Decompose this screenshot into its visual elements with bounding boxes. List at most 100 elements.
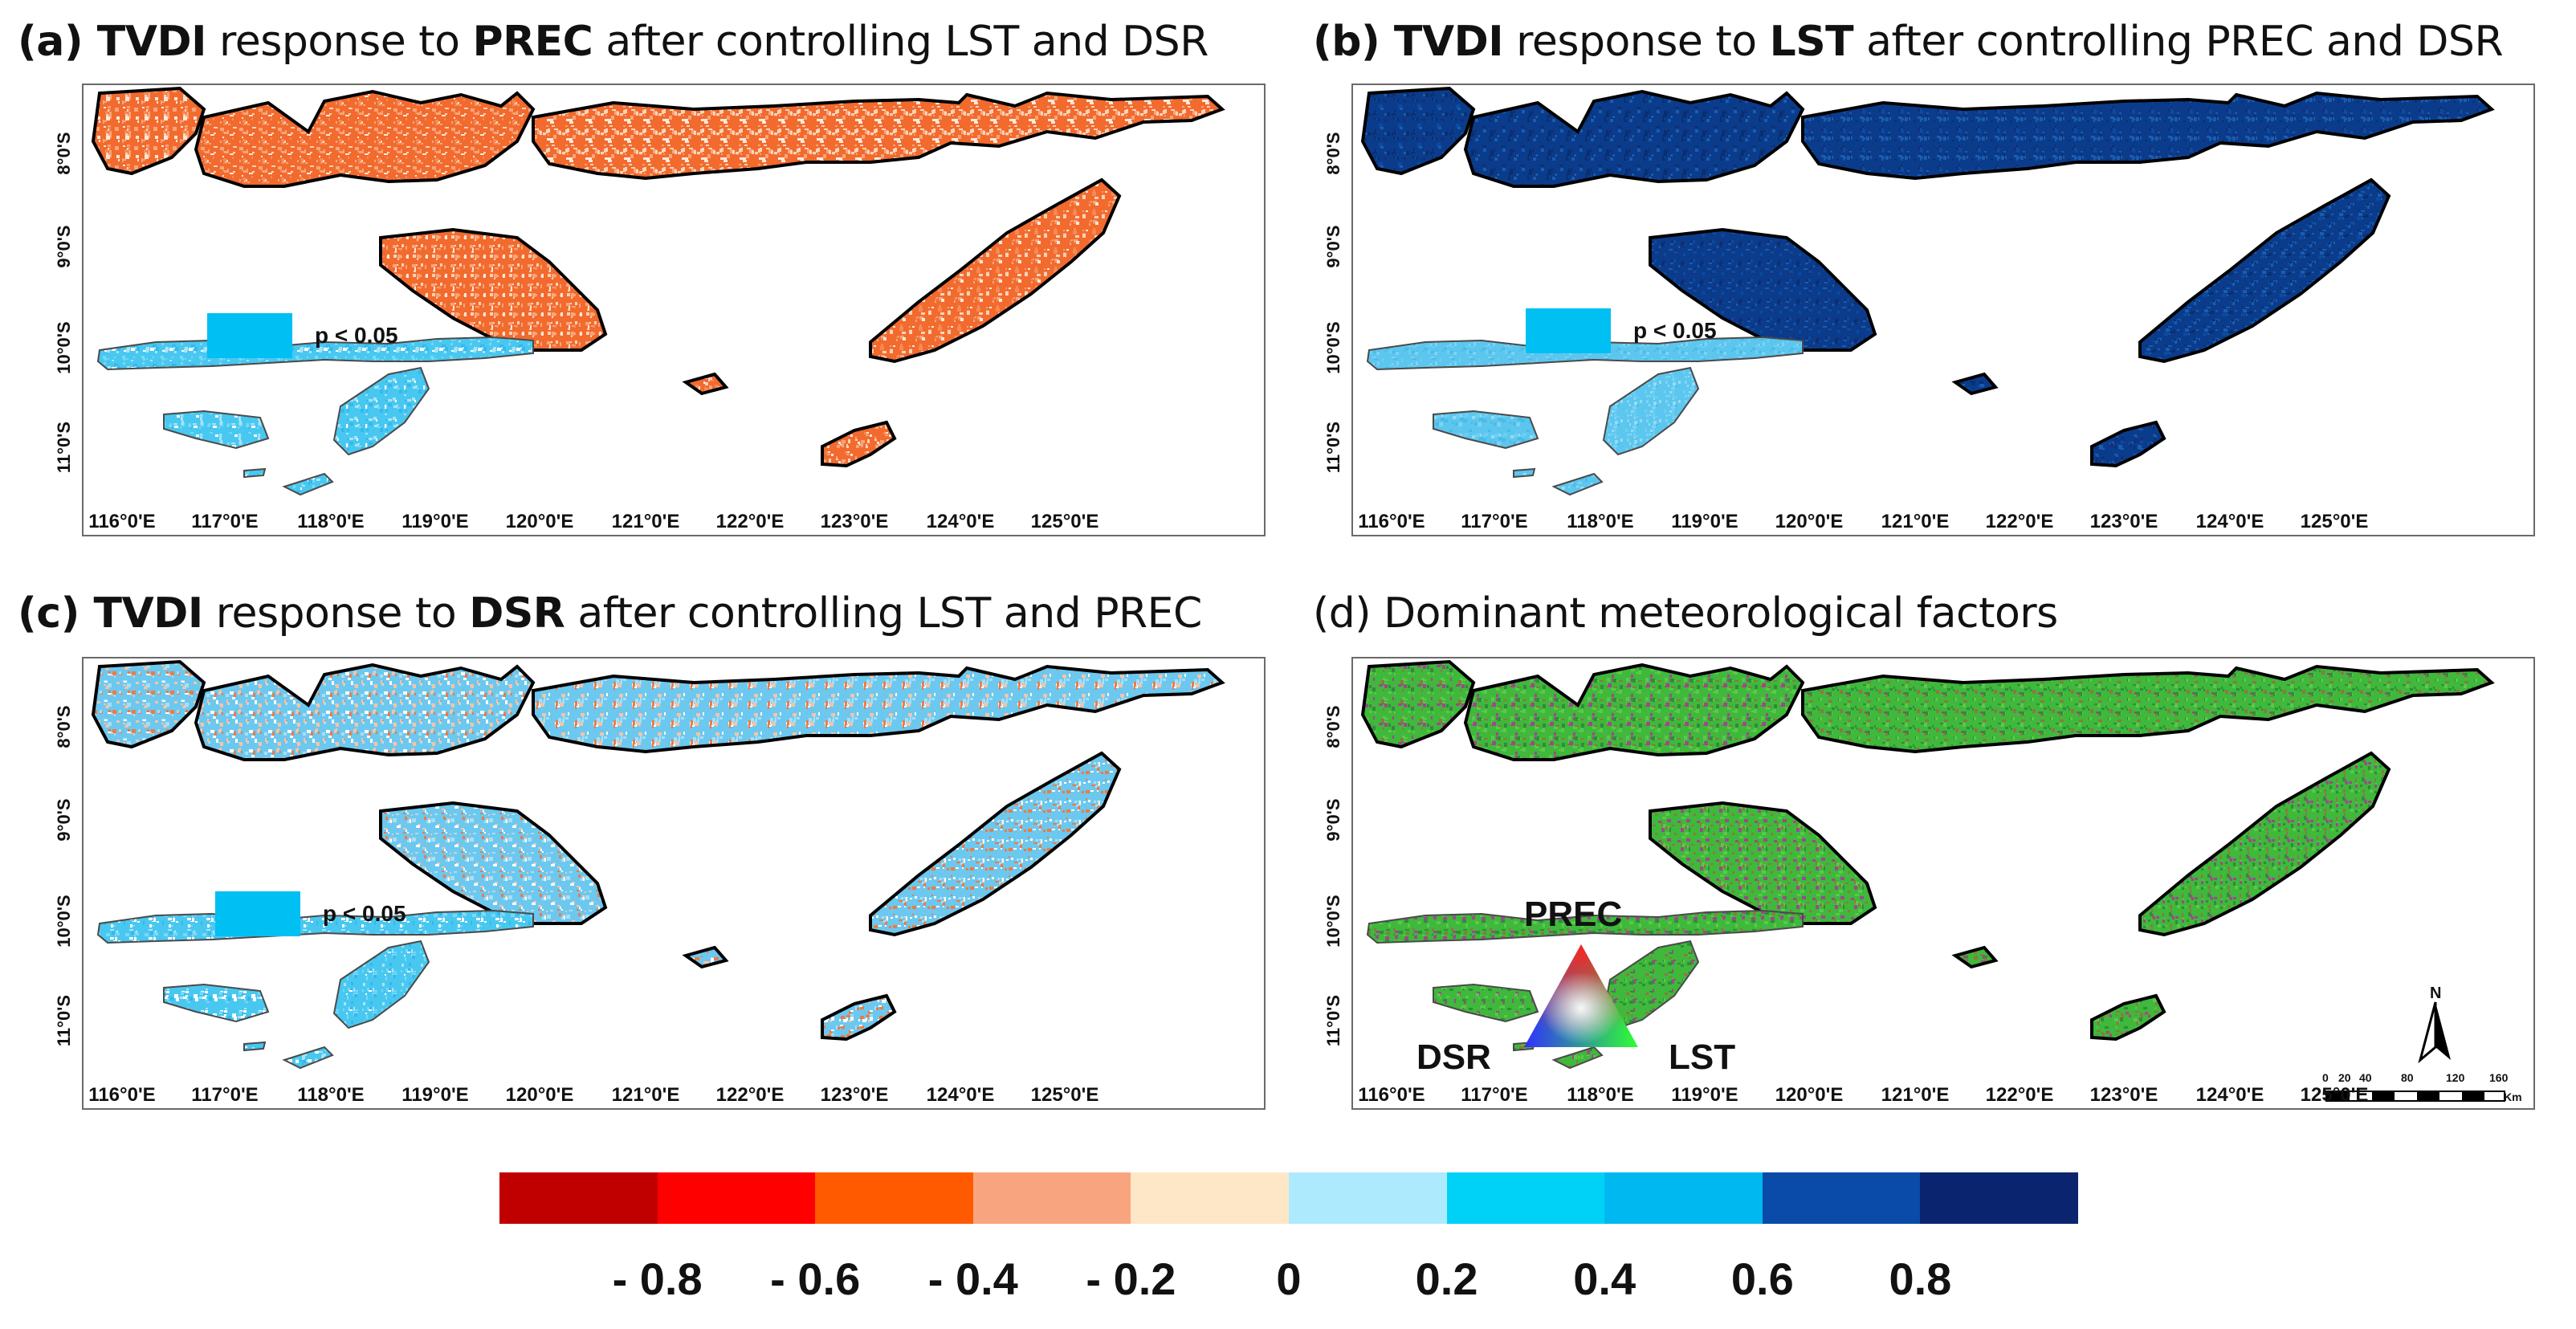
island-sumba — [1649, 227, 1877, 352]
longitude-label: 124°0'E — [2195, 1084, 2264, 1106]
scale-tick-1: 20 — [2338, 1071, 2351, 1084]
island-java-east — [1366, 909, 1804, 944]
island-savu — [682, 372, 729, 396]
longitude-label: 117°0'E — [1461, 1084, 1528, 1106]
island-lombok-bali-west — [91, 659, 206, 749]
longitude-label: 119°0'E — [1671, 511, 1738, 532]
longitude-label: 123°0'E — [2089, 511, 2158, 532]
panel-d-islands — [1360, 659, 2495, 1070]
longitude-label: 122°0'E — [715, 1084, 785, 1106]
scale-unit: Km — [2504, 1091, 2522, 1103]
island-flores — [1801, 664, 2495, 754]
significance-swatch-a — [207, 313, 292, 358]
island-sumba — [379, 801, 608, 925]
title-part: (c) — [18, 589, 94, 638]
latitude-label: 8°0'S — [54, 132, 74, 175]
colorbar-tick-label: 0.8 — [1889, 1254, 1952, 1304]
longitude-label: 118°0'E — [1567, 1084, 1634, 1106]
colorbar-tick-label: - 0.6 — [770, 1254, 861, 1304]
colorbar-swatch — [815, 1172, 974, 1224]
panel-d-title: (d) Dominant meteorological factors — [1313, 589, 2058, 638]
island-bali-south — [1602, 366, 1700, 456]
longitude-label: 122°0'E — [1985, 511, 2054, 532]
longitude-label: 125°0'E — [2300, 1084, 2369, 1106]
significance-swatch-c — [215, 891, 300, 936]
island-madura-east — [163, 410, 270, 450]
north-label: N — [2430, 985, 2442, 1002]
longitude-label: 123°0'E — [820, 511, 889, 532]
island-java-east — [96, 909, 534, 944]
significance-label-a: p < 0.05 — [315, 323, 398, 348]
island-flores — [532, 91, 1225, 181]
colorbar-swatch — [1446, 1172, 1605, 1224]
latitude-label: 10°0'S — [1323, 321, 1343, 374]
longitude-label: 118°0'E — [297, 1084, 365, 1106]
island-rote — [2090, 993, 2166, 1042]
island-timor — [869, 177, 1122, 364]
island-sumbawa — [194, 89, 536, 188]
colorbar-swatch — [1289, 1172, 1447, 1224]
longitude-label: 121°0'E — [611, 511, 680, 532]
island-sumbawa — [1463, 89, 1805, 188]
panel-c-map — [82, 657, 1266, 1110]
island-madura-east — [1433, 983, 1539, 1023]
island-small-islet-2 — [282, 1046, 334, 1070]
scale-tick-2: 40 — [2359, 1071, 2372, 1084]
island-timor — [869, 751, 1122, 937]
latitude-label: 11°0'S — [54, 421, 74, 474]
panel-a-islands — [91, 86, 1225, 496]
latitude-label: 8°0'S — [54, 705, 74, 748]
colorbar-tick-label: - 0.4 — [927, 1254, 1018, 1304]
longitude-label: 122°0'E — [715, 511, 785, 532]
title-part: response to — [202, 589, 470, 638]
island-small-islet-2 — [1551, 472, 1604, 496]
longitude-label: 117°0'E — [191, 511, 259, 532]
island-small-islet — [243, 467, 267, 479]
longitude-label: 125°0'E — [2300, 511, 2369, 532]
island-small-islet-2 — [282, 472, 334, 496]
longitude-label: 121°0'E — [1881, 511, 1950, 532]
island-small-islet — [1513, 467, 1536, 479]
colorbar-swatch — [1920, 1172, 2079, 1224]
longitude-label: 118°0'E — [297, 511, 365, 532]
title-part: (a) — [18, 18, 97, 66]
island-sumbawa — [194, 662, 536, 761]
panel-a-title: (a) TVDI response to PREC after controll… — [18, 18, 1209, 66]
latitude-label: 11°0'S — [54, 994, 74, 1047]
north-arrow-icon — [2418, 1001, 2451, 1063]
title-part: after controlling PREC and DSR — [1853, 18, 2504, 66]
panel-c-islands — [91, 659, 1225, 1070]
longitude-label: 124°0'E — [2195, 511, 2264, 532]
longitude-label: 116°0'E — [88, 511, 156, 532]
longitude-label: 125°0'E — [1030, 511, 1099, 532]
title-part: response to — [206, 18, 473, 66]
island-madura-east — [1433, 410, 1539, 450]
longitude-label: 121°0'E — [1881, 1084, 1950, 1106]
panel-b-islands — [1360, 86, 2495, 496]
longitude-label: 123°0'E — [2089, 1084, 2158, 1106]
longitude-label: 117°0'E — [1461, 511, 1528, 532]
title-part: TVDI — [96, 18, 207, 66]
longitude-label: 122°0'E — [1985, 1084, 2054, 1106]
latitude-label: 11°0'S — [1323, 421, 1343, 474]
latitude-label: 9°0'S — [1323, 225, 1343, 268]
latitude-label: 9°0'S — [1323, 798, 1343, 842]
title-part: TVDI — [1393, 18, 1504, 66]
longitude-label: 116°0'E — [1358, 511, 1425, 532]
panel-a-map — [82, 84, 1266, 536]
island-rote — [2090, 420, 2166, 468]
title-part: (d) Dominant meteorological factors — [1313, 589, 2058, 638]
title-part: LST — [1769, 18, 1854, 66]
island-savu — [682, 945, 729, 969]
colorbar-swatch — [499, 1172, 658, 1224]
colorbar-tick-label: 0.6 — [1730, 1254, 1794, 1304]
longitude-label: 124°0'E — [926, 1084, 995, 1106]
island-sumba — [1649, 801, 1877, 925]
latitude-label: 9°0'S — [54, 798, 74, 842]
colorbar-swatch — [1762, 1172, 1921, 1224]
longitude-label: 116°0'E — [88, 1084, 156, 1106]
title-part: (b) — [1313, 18, 1394, 66]
latitude-label: 11°0'S — [1323, 994, 1343, 1047]
colorbar-tick-label: 0 — [1276, 1254, 1302, 1304]
title-part: TVDI — [93, 589, 203, 638]
